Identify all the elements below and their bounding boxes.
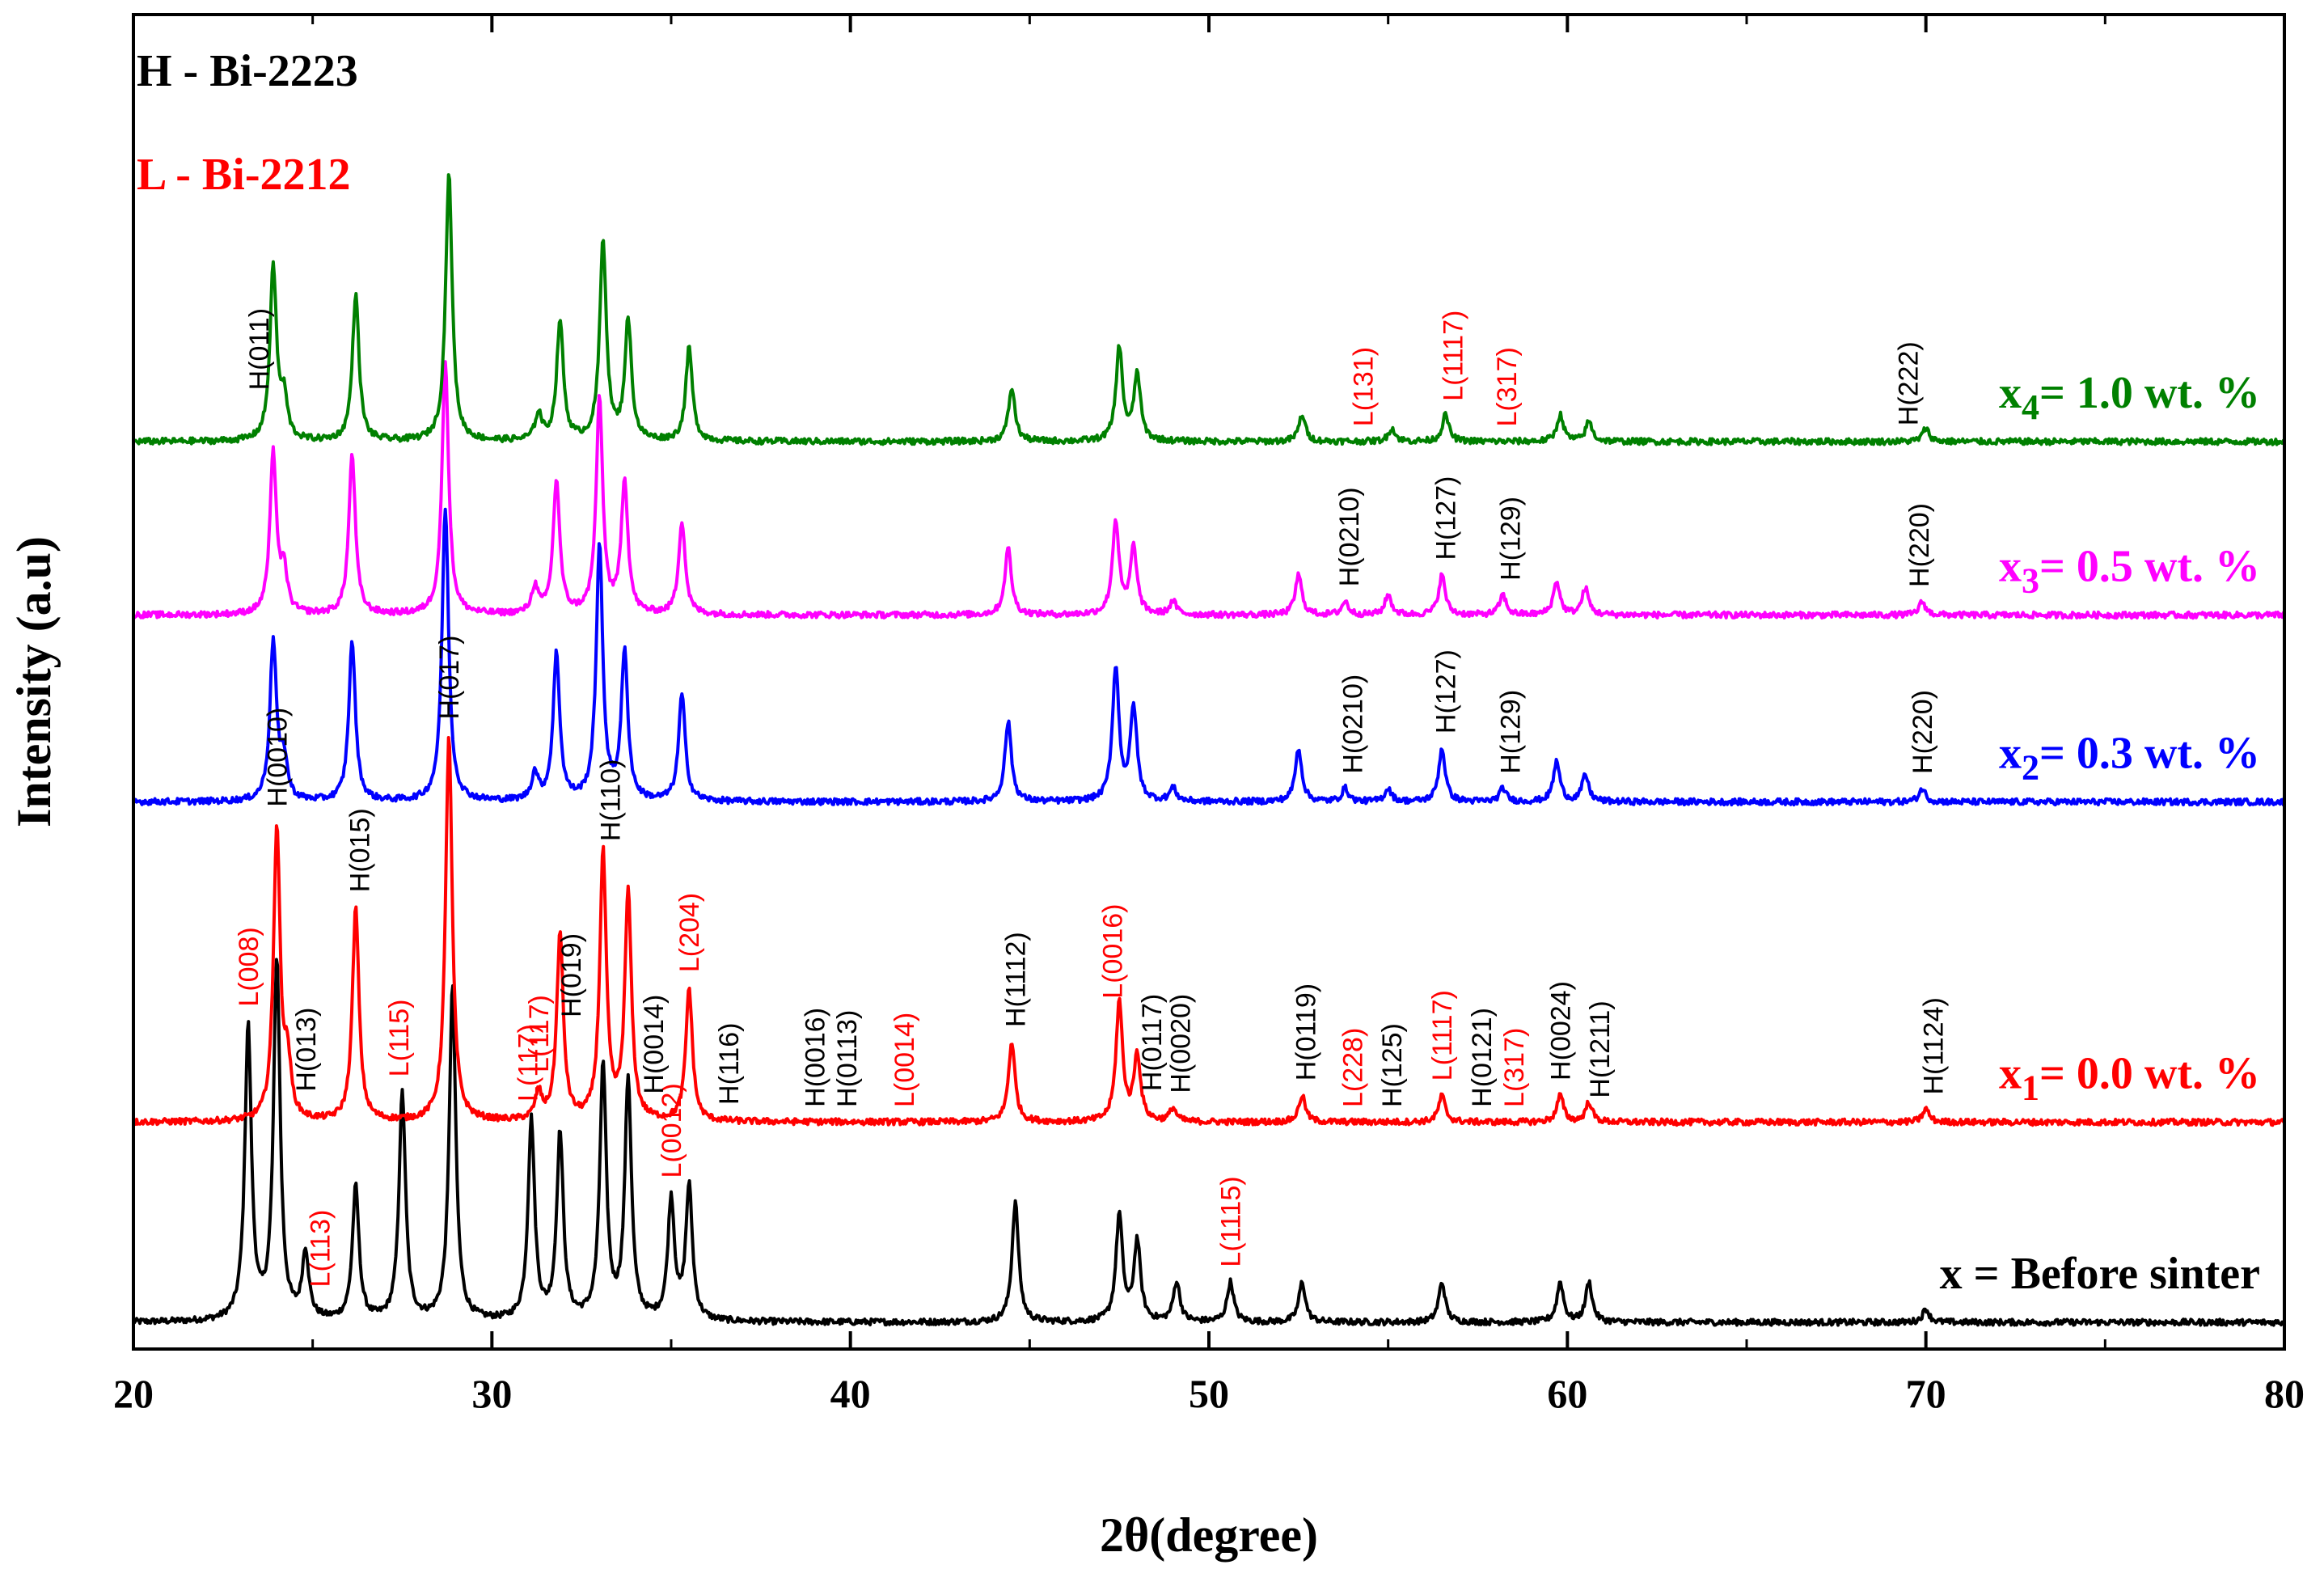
peak-label: H(0020) bbox=[1166, 994, 1197, 1093]
series-label-4: x4= 1.0 wt. % bbox=[1999, 368, 2260, 427]
peak-label: H(127) bbox=[1431, 649, 1462, 734]
x-tick-label: 40 bbox=[830, 1371, 871, 1416]
peak-label: L(113) bbox=[306, 1210, 336, 1288]
peak-label: H(125) bbox=[1377, 1023, 1408, 1107]
peak-label: H(1112) bbox=[1001, 932, 1032, 1027]
peak-label: L(117) bbox=[513, 1024, 544, 1102]
peak-label: H(220) bbox=[1904, 503, 1935, 587]
peak-label: H(015) bbox=[344, 808, 375, 892]
series-line-1 bbox=[133, 736, 2286, 1127]
plot-area bbox=[133, 15, 2284, 1349]
series-label-2: x2= 0.3 wt. % bbox=[1999, 729, 2260, 788]
x-axis-title: 2θ(degree) bbox=[1100, 1508, 1318, 1562]
peak-label: L(1117) bbox=[1427, 990, 1458, 1081]
peak-label: H(129) bbox=[1495, 497, 1526, 581]
series-label-0: x = Before sinter bbox=[1940, 1249, 2260, 1299]
peak-label: L(204) bbox=[674, 893, 705, 972]
peak-label-layer: L(008) L(113) L(115) L(117) L(0012) L(1115) H(… bbox=[234, 308, 1950, 1287]
peak-label: L(131) bbox=[1349, 347, 1380, 426]
peak-label: H(0210) bbox=[1337, 675, 1368, 774]
axes-layer: 20 30 40 50 60 70 80 2θ(degree) Intensity (a.u) bbox=[7, 13, 2305, 1562]
legend-entry: L - Bi-2212 bbox=[137, 150, 350, 200]
peak-label: L(1115) bbox=[1216, 1176, 1247, 1267]
series-line-2 bbox=[132, 507, 2286, 807]
series-label-layer: x = Before sinter x1= 0.0 wt. % x2= 0.3 wt… bbox=[1940, 368, 2260, 1299]
peak-label: H(0014) bbox=[639, 995, 670, 1094]
peak-label: H(116) bbox=[714, 1023, 745, 1105]
peak-label: H(0119) bbox=[1291, 983, 1322, 1081]
y-axis-title: Intensity (a.u) bbox=[7, 536, 61, 827]
x-tick-label: 50 bbox=[1189, 1371, 1229, 1416]
peak-label: H(011) bbox=[244, 308, 275, 390]
peak-label: H(220) bbox=[1908, 690, 1938, 774]
peak-label: H(0121) bbox=[1467, 1008, 1498, 1107]
plot-background bbox=[133, 15, 2284, 1349]
peak-label: L(0014) bbox=[889, 1013, 920, 1107]
legend-entry: H - Bi-2223 bbox=[137, 46, 358, 96]
peak-label: H(1124) bbox=[1919, 997, 1950, 1094]
x-tick-label: 30 bbox=[471, 1371, 512, 1416]
peak-label: L(1117) bbox=[1438, 311, 1468, 401]
series-line-3 bbox=[132, 360, 2286, 620]
peak-label: L(008) bbox=[234, 927, 264, 1006]
peak-label: H(013) bbox=[291, 1008, 322, 1092]
peak-label: L(317) bbox=[1499, 1028, 1530, 1107]
peak-label: H(127) bbox=[1431, 476, 1462, 560]
peak-label: L(0016) bbox=[1097, 904, 1128, 999]
x-tick-label: 60 bbox=[1547, 1371, 1587, 1416]
peak-label: H(0010) bbox=[262, 708, 293, 807]
peak-label: H(017) bbox=[434, 636, 465, 720]
peak-label: H(110) bbox=[596, 759, 627, 841]
peak-label: L(115) bbox=[384, 1000, 415, 1077]
peak-label: L(228) bbox=[1337, 1028, 1368, 1107]
peak-label: H(0210) bbox=[1334, 487, 1365, 586]
peak-label: L(0012) bbox=[657, 1083, 687, 1178]
peak-label: H(222) bbox=[1894, 341, 1925, 425]
x-tick-label: 80 bbox=[2264, 1371, 2305, 1416]
x-tick-label: 70 bbox=[1906, 1371, 1946, 1416]
series-label-3: x3= 0.5 wt. % bbox=[1999, 542, 2260, 601]
series-line-4 bbox=[132, 173, 2286, 446]
legend-layer: H - Bi-2223 L - Bi-2212 bbox=[137, 46, 358, 200]
peak-label: H(0024) bbox=[1545, 981, 1576, 1081]
peak-label: H(019) bbox=[556, 933, 587, 1017]
series-layer bbox=[132, 173, 2286, 1327]
peak-label: L(117) bbox=[524, 995, 555, 1072]
x-tick-label: 20 bbox=[113, 1371, 154, 1416]
peak-label: H(0117) bbox=[1137, 994, 1168, 1091]
peak-label: H(0016) bbox=[800, 1008, 830, 1107]
peak-label: H(129) bbox=[1495, 690, 1526, 774]
peak-label: L(317) bbox=[1492, 347, 1523, 426]
series-label-1: x1= 0.0 wt. % bbox=[1999, 1049, 2260, 1108]
series-line-0 bbox=[132, 958, 2286, 1327]
peak-label: H(1211) bbox=[1585, 1000, 1616, 1098]
peak-label: H(0113) bbox=[832, 1010, 863, 1107]
